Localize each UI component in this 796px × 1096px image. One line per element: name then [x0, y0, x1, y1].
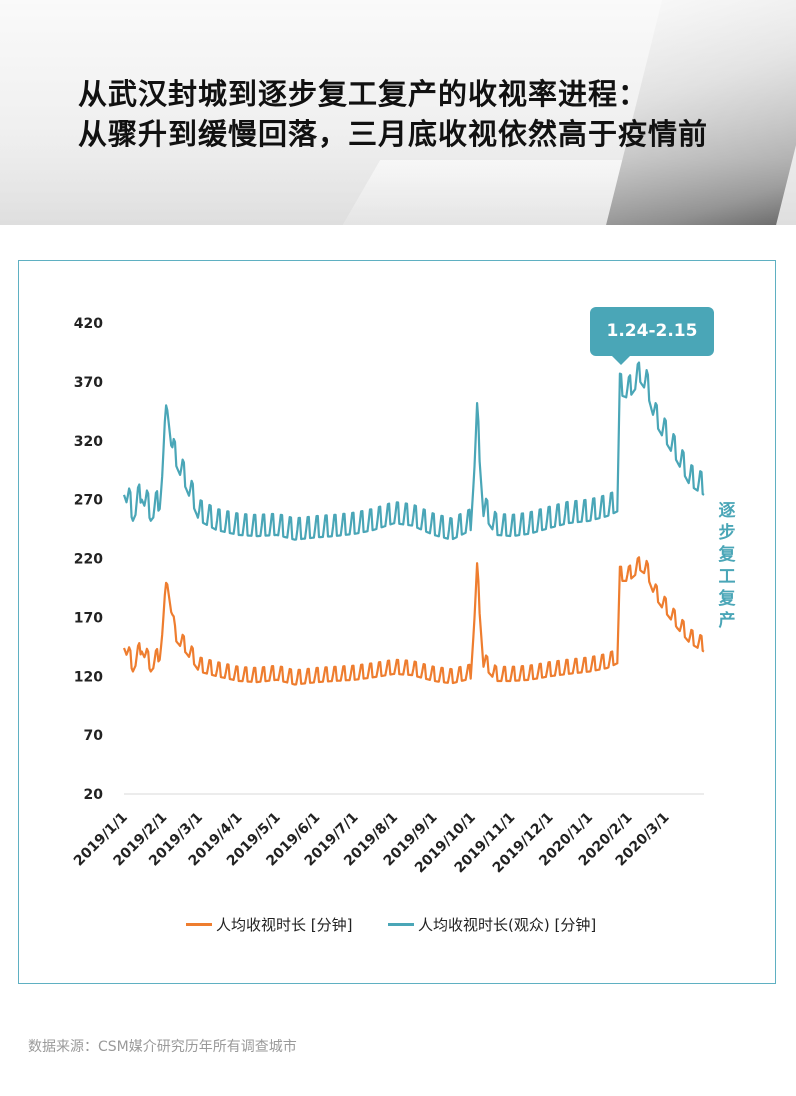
- legend-item-teal: 人均收视时长(观众) [分钟]: [388, 914, 596, 935]
- legend-label-orange: 人均收视时长 [分钟]: [216, 916, 353, 934]
- series-layer: [122, 361, 705, 686]
- data-source-note: 数据来源：CSM媒介研究历年所有调查城市: [28, 1039, 297, 1055]
- y-tick-label: 270: [74, 493, 103, 509]
- chart-legend: 人均收视时长 [分钟] 人均收视时长(观众) [分钟]: [0, 914, 796, 936]
- date-range-callout: 1.24-2.15: [590, 307, 714, 356]
- y-tick-label: 70: [84, 728, 104, 744]
- y-tick-label: 120: [74, 669, 103, 685]
- title-line-1: 从武汉封城到逐步复工复产的收视率进程：: [78, 77, 649, 111]
- header-background: [0, 0, 796, 225]
- y-tick-label: 320: [74, 434, 103, 450]
- y-tick-label: 20: [84, 787, 104, 803]
- y-axis: 20 70 120 170 220 270 320 370 420: [74, 316, 103, 803]
- legend-item-orange: 人均收视时长 [分钟]: [186, 914, 352, 935]
- y-tick-label: 170: [74, 610, 103, 626]
- header-fade: [0, 0, 796, 225]
- series-line-orange: [122, 556, 705, 686]
- page-title: 从武汉封城到逐步复工复产的收视率进程： 从骤升到缓慢回落，三月底收视依然高于疫情…: [78, 74, 778, 154]
- y-tick-label: 370: [74, 375, 103, 391]
- x-axis: 2019/1/12019/2/12019/3/12019/4/12019/5/1…: [71, 793, 704, 876]
- chart-frame: [18, 260, 776, 984]
- y-tick-label: 420: [74, 316, 103, 332]
- callout-pointer: [611, 355, 631, 365]
- legend-label-teal: 人均收视时长(观众) [分钟]: [418, 916, 597, 934]
- legend-swatch-teal: [388, 923, 414, 926]
- legend-swatch-orange: [186, 923, 212, 926]
- series-line-teal: [122, 361, 705, 541]
- title-line-2: 从骤升到缓慢回落，三月底收视依然高于疫情前: [78, 117, 709, 151]
- y-tick-label: 220: [74, 552, 103, 568]
- side-label-resume-work: 逐步复工复产: [718, 501, 736, 631]
